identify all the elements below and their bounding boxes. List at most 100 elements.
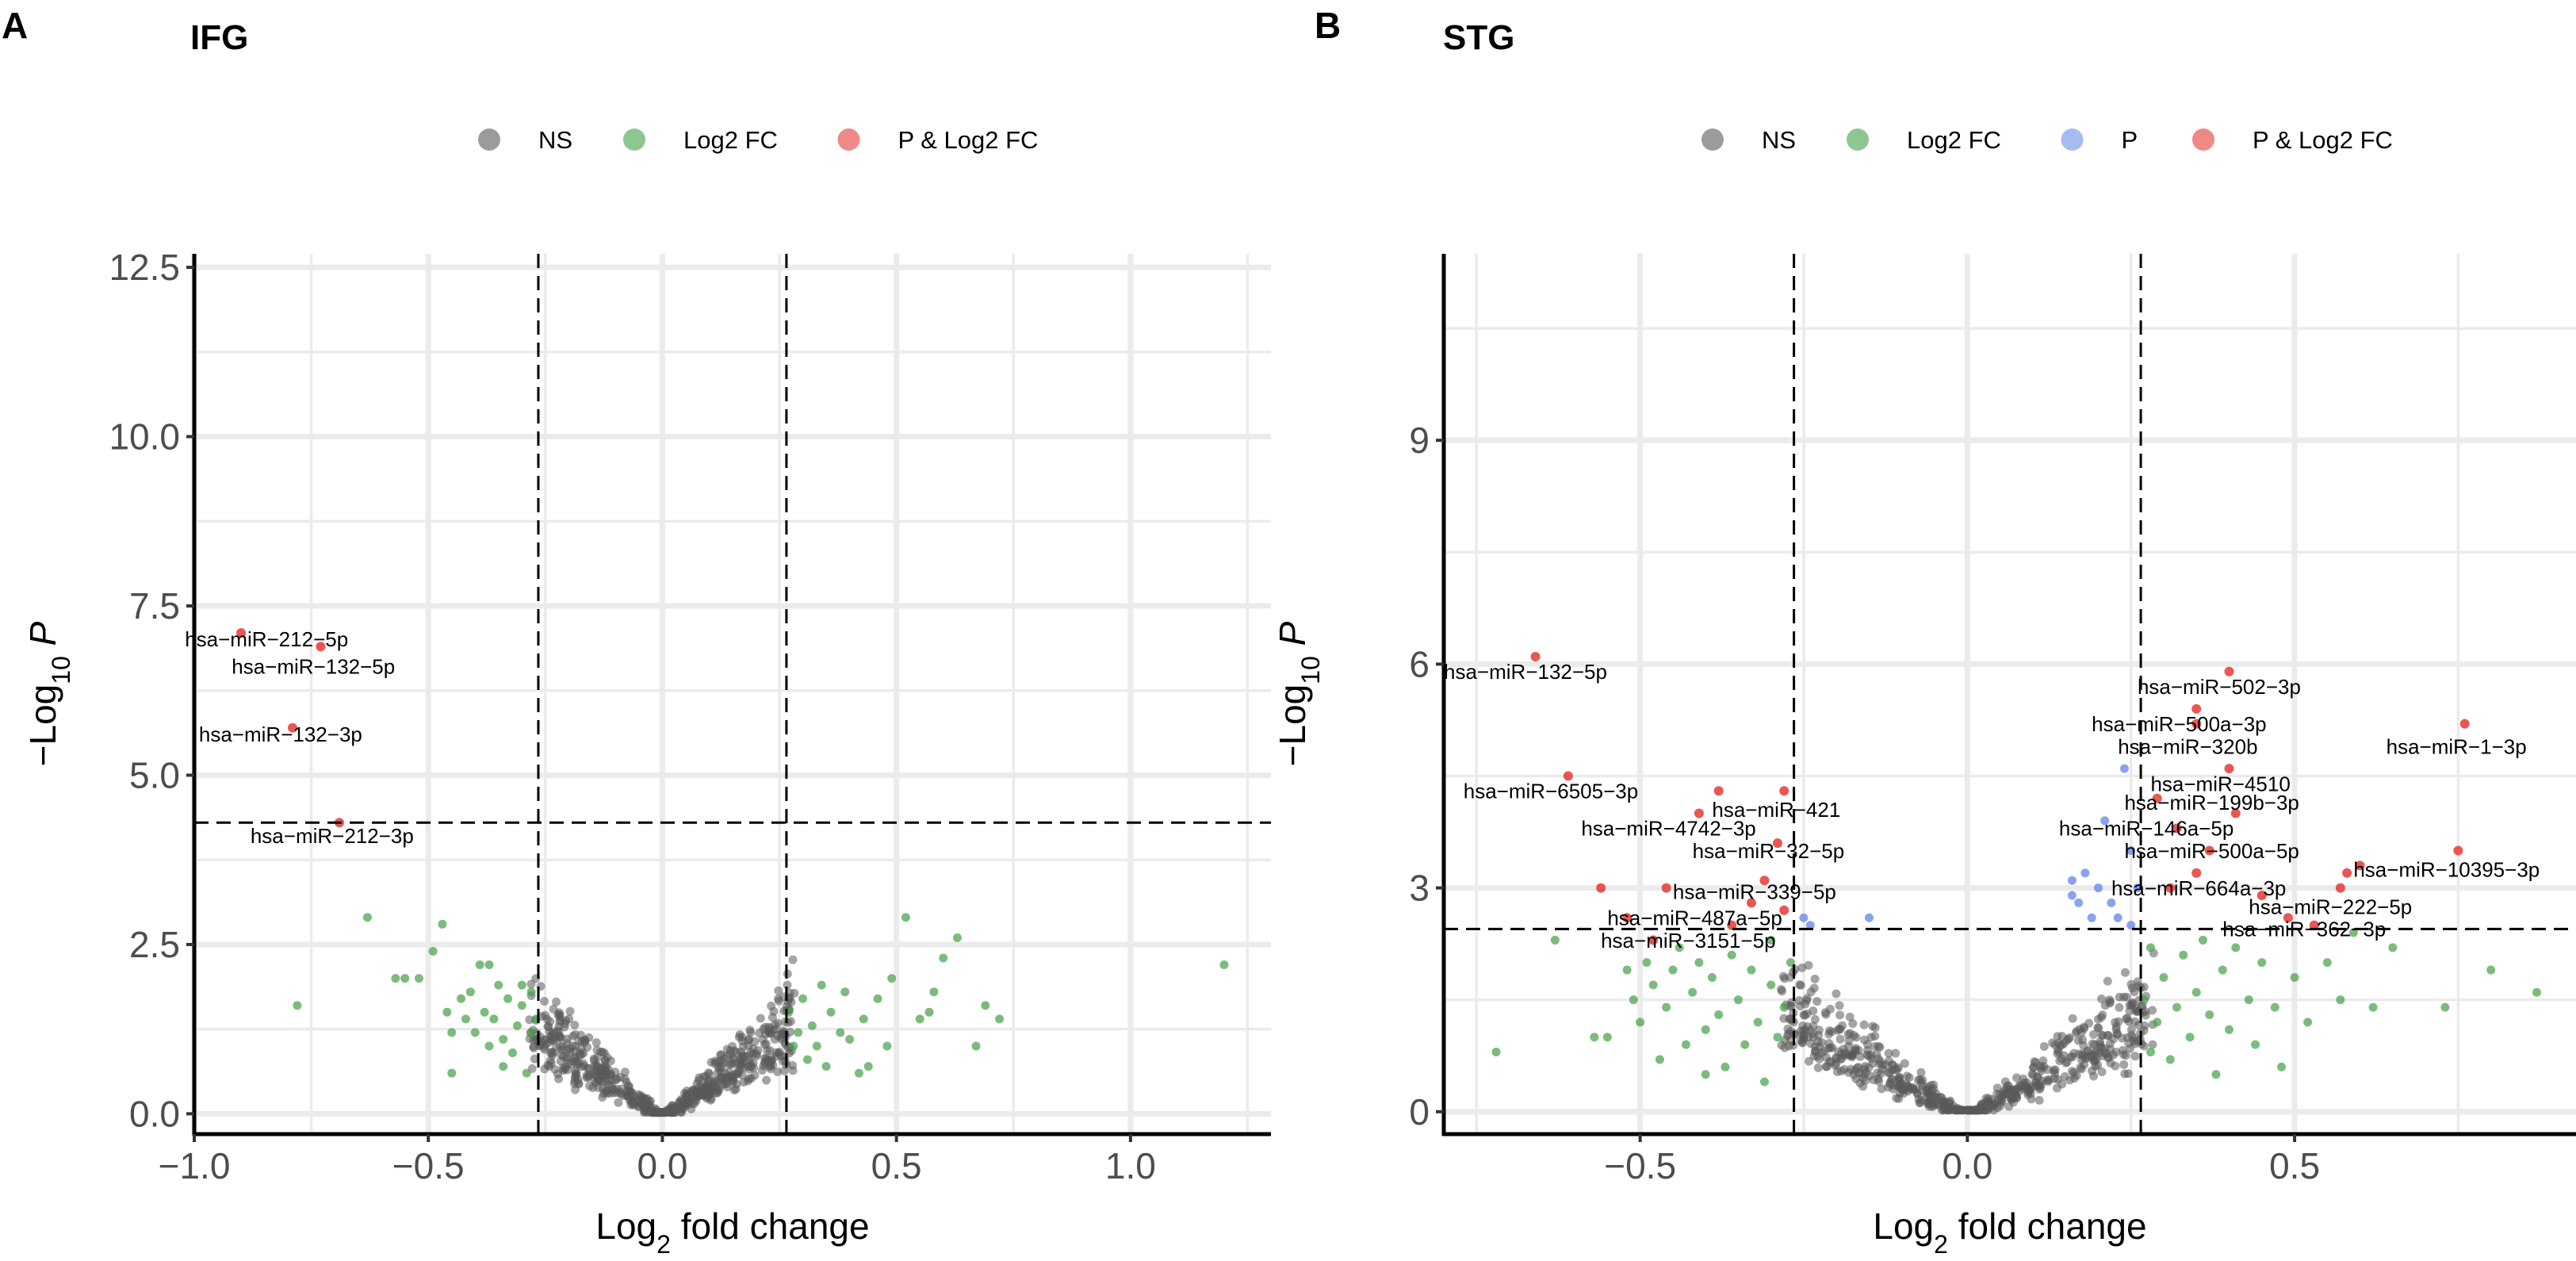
ns-point — [1904, 1087, 1913, 1096]
ns-point — [681, 1099, 691, 1109]
ns-point — [1944, 1098, 1954, 1108]
ns-point — [737, 1060, 746, 1070]
ns-point — [1859, 1035, 1869, 1044]
log2fc-point — [489, 1014, 499, 1024]
log2fc-point — [1766, 980, 1776, 990]
ns-point — [1868, 1021, 1877, 1031]
ns-point — [774, 1048, 783, 1058]
log2fc-point — [2211, 1070, 2221, 1079]
sig-point — [1746, 898, 1756, 908]
log2fc-point — [1779, 1002, 1789, 1012]
legend-swatch — [1847, 128, 1869, 151]
ns-point — [2111, 1022, 2121, 1032]
ns-point — [1875, 1042, 1885, 1052]
ns-point — [2096, 1042, 2105, 1052]
ns-point — [779, 1056, 788, 1066]
log2fc-point — [480, 1007, 489, 1017]
ns-point — [552, 997, 561, 1006]
log2fc-point — [2185, 1033, 2195, 1042]
sig-point — [2453, 845, 2463, 856]
x-tick-label: −1.0 — [159, 1145, 231, 1186]
sig-point — [1759, 876, 1770, 886]
ns-point — [1849, 1070, 1858, 1079]
ns-point — [717, 1051, 726, 1060]
ns-point — [1795, 1002, 1805, 1011]
ns-point — [2126, 1044, 2135, 1053]
ns-point — [2097, 994, 2107, 1003]
ns-point — [680, 1088, 690, 1098]
ns-point — [2088, 1039, 2097, 1048]
ns-point — [2068, 1014, 2077, 1023]
log2fc-point — [2322, 958, 2332, 968]
log2fc-point — [1590, 1033, 1599, 1042]
ns-point — [1827, 1057, 1836, 1067]
ns-point — [757, 1065, 767, 1075]
ns-point — [744, 1051, 753, 1060]
y-axis-title: −Log10 P — [1272, 621, 1325, 766]
ns-point — [570, 1054, 580, 1064]
log2fc-point — [293, 1001, 302, 1010]
ns-point — [1809, 1021, 1818, 1031]
point-label: hsa−miR−664a−3p — [2111, 876, 2286, 900]
ns-point — [774, 986, 783, 995]
panel-title-b: STG — [1443, 18, 1514, 57]
log2fc-point — [924, 1007, 934, 1017]
legend-label: Log2 FC — [1907, 126, 2001, 154]
log2fc-point — [457, 994, 466, 1003]
ns-point — [788, 955, 798, 964]
ns-point — [559, 1052, 568, 1061]
sig-point — [2191, 868, 2202, 878]
ns-point — [563, 1065, 572, 1075]
ns-point — [687, 1087, 697, 1096]
ns-point — [1813, 1063, 1823, 1072]
sig-point — [2230, 808, 2241, 818]
ns-point — [568, 1032, 578, 1041]
ns-point — [2105, 995, 2115, 1005]
ns-point — [614, 1098, 623, 1107]
log2fc-point — [2388, 943, 2398, 952]
ns-point — [2141, 1006, 2150, 1016]
ns-point — [788, 1060, 798, 1070]
log2fc-points — [1491, 928, 2541, 1087]
ns-point — [2056, 1041, 2065, 1050]
point-label: hsa−miR−500a−3p — [2092, 712, 2266, 736]
legend-swatch — [837, 128, 860, 151]
point-label: hsa−miR−6505−3p — [1464, 780, 1638, 803]
log2fc-point — [1629, 995, 1638, 1005]
log2fc-point — [887, 974, 897, 983]
log2fc-point — [873, 994, 882, 1003]
log2fc-point — [854, 1068, 863, 1078]
ns-point — [2007, 1094, 2016, 1104]
ns-point — [1780, 1043, 1789, 1052]
y-tick-label: 0 — [1409, 1091, 1430, 1133]
log2fc-point — [362, 913, 372, 922]
ns-point — [756, 1014, 765, 1023]
ns-point — [1861, 1062, 1870, 1071]
log2fc-point — [1636, 1018, 1645, 1027]
sig-point — [236, 628, 247, 638]
log2fc-point — [807, 1021, 817, 1030]
ns-point — [1812, 997, 1822, 1006]
ns-point — [569, 1079, 579, 1088]
log2fc-point — [2532, 987, 2541, 997]
ns-point — [1875, 1059, 1885, 1068]
ns-point — [557, 1045, 567, 1055]
ns-point — [1916, 1067, 1926, 1077]
log2fc-point — [2244, 995, 2253, 1005]
legend-b: NS Log2 FC P P & Log2 FC — [1701, 126, 2393, 154]
log2fc-point — [475, 960, 484, 970]
ns-point — [2069, 1048, 2079, 1058]
log2fc-point — [2486, 965, 2496, 975]
log2fc-point — [438, 919, 447, 929]
sig-point — [287, 722, 297, 733]
x-tick-label: 0.0 — [1942, 1145, 1992, 1186]
log2fc-point — [863, 1062, 873, 1071]
ns-point — [2078, 1035, 2088, 1044]
ns-point — [2023, 1090, 2033, 1099]
log2fc-point — [859, 1014, 868, 1024]
log2fc-point — [1701, 1070, 1710, 1079]
log2fc-point — [499, 1062, 508, 1071]
ns-point — [2148, 1040, 2157, 1049]
ns-point — [723, 1083, 733, 1092]
ns-point — [2039, 1041, 2049, 1051]
